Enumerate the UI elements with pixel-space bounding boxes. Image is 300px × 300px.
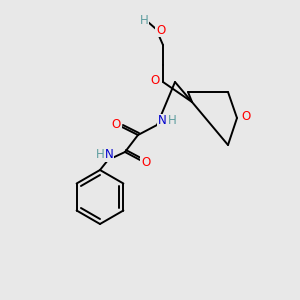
- Text: O: O: [242, 110, 250, 124]
- Text: H: H: [96, 148, 104, 161]
- Text: O: O: [150, 74, 160, 86]
- Text: O: O: [141, 157, 151, 169]
- Text: H: H: [140, 14, 148, 26]
- Text: N: N: [105, 148, 113, 161]
- Text: O: O: [111, 118, 121, 130]
- Text: N: N: [158, 115, 166, 128]
- Text: H: H: [168, 115, 176, 128]
- Text: O: O: [156, 23, 166, 37]
